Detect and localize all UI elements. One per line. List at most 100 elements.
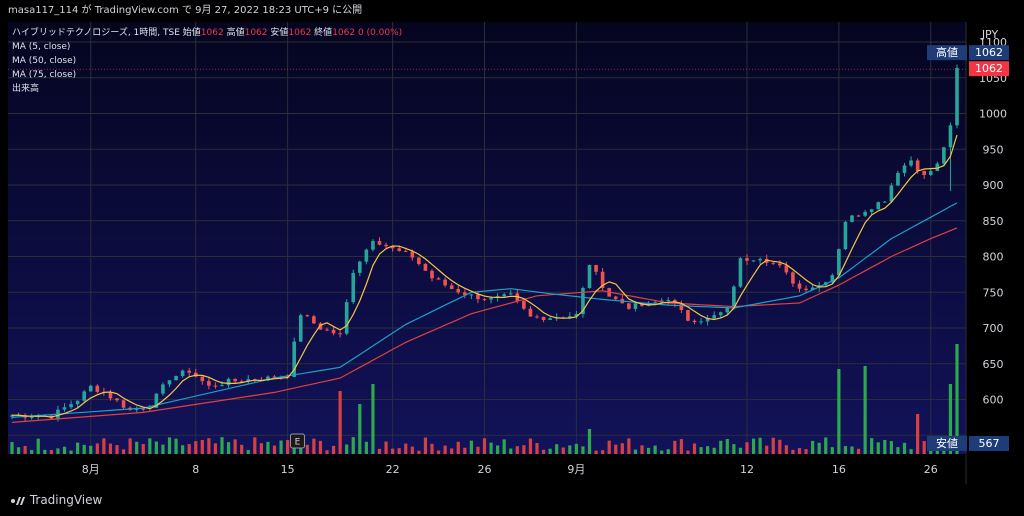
candle[interactable] — [869, 208, 874, 215]
candle[interactable] — [115, 398, 119, 403]
candle[interactable] — [272, 375, 277, 378]
candle[interactable] — [508, 289, 513, 296]
candle[interactable] — [449, 283, 454, 290]
legend-symbol[interactable]: ハイブリッドテクノロジーズ, 1時間, TSE — [12, 28, 180, 38]
candle[interactable] — [430, 268, 434, 282]
candle[interactable] — [344, 299, 349, 336]
candle[interactable] — [896, 170, 900, 186]
candle[interactable] — [541, 316, 546, 323]
candle[interactable] — [889, 183, 894, 204]
candle[interactable] — [594, 264, 598, 275]
candle[interactable] — [876, 201, 881, 210]
candle[interactable] — [732, 285, 736, 310]
candle[interactable] — [62, 403, 67, 412]
candle[interactable] — [942, 146, 946, 167]
candle[interactable] — [522, 298, 526, 311]
candle[interactable] — [928, 168, 933, 177]
candle[interactable] — [443, 277, 447, 288]
candle[interactable] — [738, 257, 743, 288]
candle[interactable] — [581, 286, 585, 318]
earnings-marker-icon[interactable] — [289, 433, 305, 449]
candle[interactable] — [463, 289, 467, 299]
candle[interactable] — [745, 254, 749, 265]
candle[interactable] — [797, 280, 802, 293]
candle[interactable] — [482, 298, 487, 301]
candle[interactable] — [679, 300, 684, 314]
candle[interactable] — [167, 380, 172, 388]
price-chart[interactable]: E 8月 8 15 22 26 9月 12 16 26 JPY 600 650 700 750 800 850 9… — [0, 22, 1024, 484]
candle[interactable] — [134, 406, 139, 413]
candle[interactable] — [384, 242, 388, 249]
candle[interactable] — [600, 268, 605, 291]
candle[interactable] — [88, 384, 93, 392]
candle[interactable] — [207, 376, 211, 390]
candle[interactable] — [161, 382, 165, 396]
candle[interactable] — [699, 318, 703, 325]
candle[interactable] — [791, 271, 795, 288]
candle[interactable] — [712, 311, 716, 320]
candle[interactable] — [469, 294, 474, 300]
candle[interactable] — [692, 319, 697, 325]
candle[interactable] — [417, 257, 421, 266]
candle[interactable] — [935, 161, 940, 172]
candle[interactable] — [338, 331, 342, 338]
legend-ma5[interactable]: MA (5, close) — [12, 42, 71, 52]
candle[interactable] — [371, 239, 375, 252]
candle[interactable] — [187, 367, 191, 377]
candle[interactable] — [830, 273, 835, 284]
candle[interactable] — [298, 313, 303, 342]
candle[interactable] — [325, 327, 329, 332]
candle[interactable] — [121, 399, 126, 410]
candle[interactable] — [476, 291, 480, 304]
price-axis[interactable] — [966, 22, 1024, 484]
candle[interactable] — [423, 262, 428, 271]
candle[interactable] — [305, 314, 310, 317]
candle[interactable] — [587, 264, 592, 289]
candle[interactable] — [837, 248, 841, 277]
candle[interactable] — [528, 306, 533, 317]
candle[interactable] — [856, 214, 861, 217]
candle[interactable] — [883, 200, 887, 203]
candle[interactable] — [751, 260, 756, 263]
candle[interactable] — [331, 326, 336, 336]
candle[interactable] — [436, 276, 441, 280]
candle[interactable] — [758, 257, 762, 264]
tradingview-brand[interactable]: TradingView — [10, 493, 102, 507]
candle[interactable] — [902, 162, 907, 177]
candle[interactable] — [246, 375, 251, 385]
candle[interactable] — [213, 382, 218, 389]
candle[interactable] — [377, 237, 382, 246]
candle[interactable] — [627, 303, 631, 310]
candle[interactable] — [771, 261, 776, 265]
time-axis[interactable] — [0, 454, 1024, 484]
candle[interactable] — [613, 295, 618, 301]
candle[interactable] — [955, 64, 959, 129]
candle[interactable] — [456, 285, 461, 295]
candle[interactable] — [718, 311, 723, 319]
candle[interactable] — [705, 314, 710, 326]
candle[interactable] — [174, 375, 178, 381]
currency-label[interactable]: JPY — [981, 28, 999, 41]
candle[interactable] — [909, 156, 913, 168]
candle[interactable] — [180, 369, 185, 378]
legend-ma75[interactable]: MA (75, close) — [12, 70, 77, 80]
candle[interactable] — [220, 381, 224, 387]
candle[interactable] — [548, 317, 552, 321]
candle[interactable] — [535, 314, 539, 319]
candle[interactable] — [686, 309, 690, 322]
candle[interactable] — [95, 384, 100, 394]
candle[interactable] — [69, 400, 73, 410]
candle[interactable] — [226, 377, 231, 388]
candle[interactable] — [843, 220, 848, 251]
candle[interactable] — [312, 314, 316, 324]
candle[interactable] — [82, 389, 86, 402]
legend-ma50[interactable]: MA (50, close) — [12, 56, 77, 66]
candle[interactable] — [804, 285, 808, 293]
candle[interactable] — [75, 400, 80, 408]
candle[interactable] — [850, 214, 854, 223]
candle[interactable] — [200, 376, 205, 385]
candle[interactable] — [922, 170, 926, 179]
candle[interactable] — [351, 269, 356, 305]
legend-volume[interactable]: 出来高 — [12, 84, 40, 94]
candle[interactable] — [358, 260, 362, 277]
